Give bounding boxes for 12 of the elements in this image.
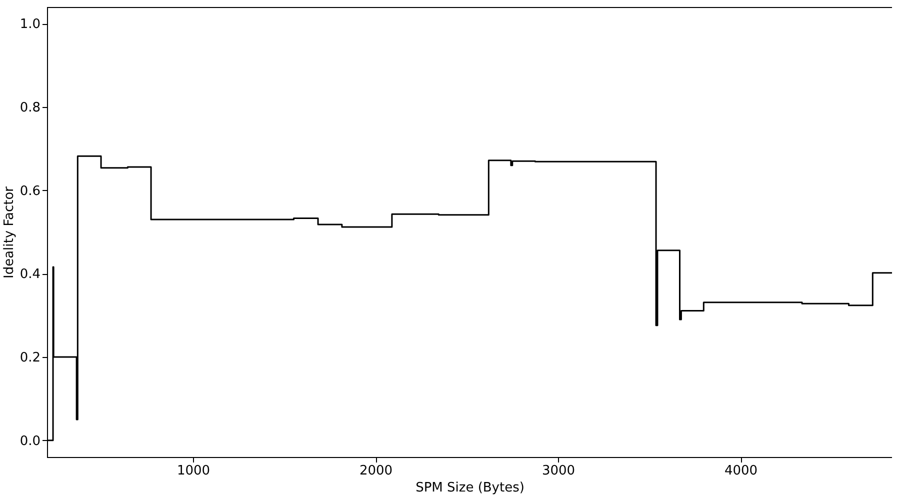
x-tick-label: 3000 [542,464,576,478]
x-tick-label: 1000 [176,464,210,478]
y-tick-label: 0.6 [20,184,40,199]
y-tick-label: 0.0 [20,434,40,449]
y-tick-label: 1.0 [20,17,40,32]
x-axis-title: SPM Size (Bytes) [416,480,524,496]
y-tick-label: 0.8 [20,100,40,116]
y-tick-label: 0.4 [20,267,40,282]
y-axis-title: Ideality Factor [2,186,17,278]
x-tick-label: 4000 [724,464,758,478]
y-tick-label: 0.2 [20,350,40,366]
x-tick-label: 2000 [359,464,393,478]
